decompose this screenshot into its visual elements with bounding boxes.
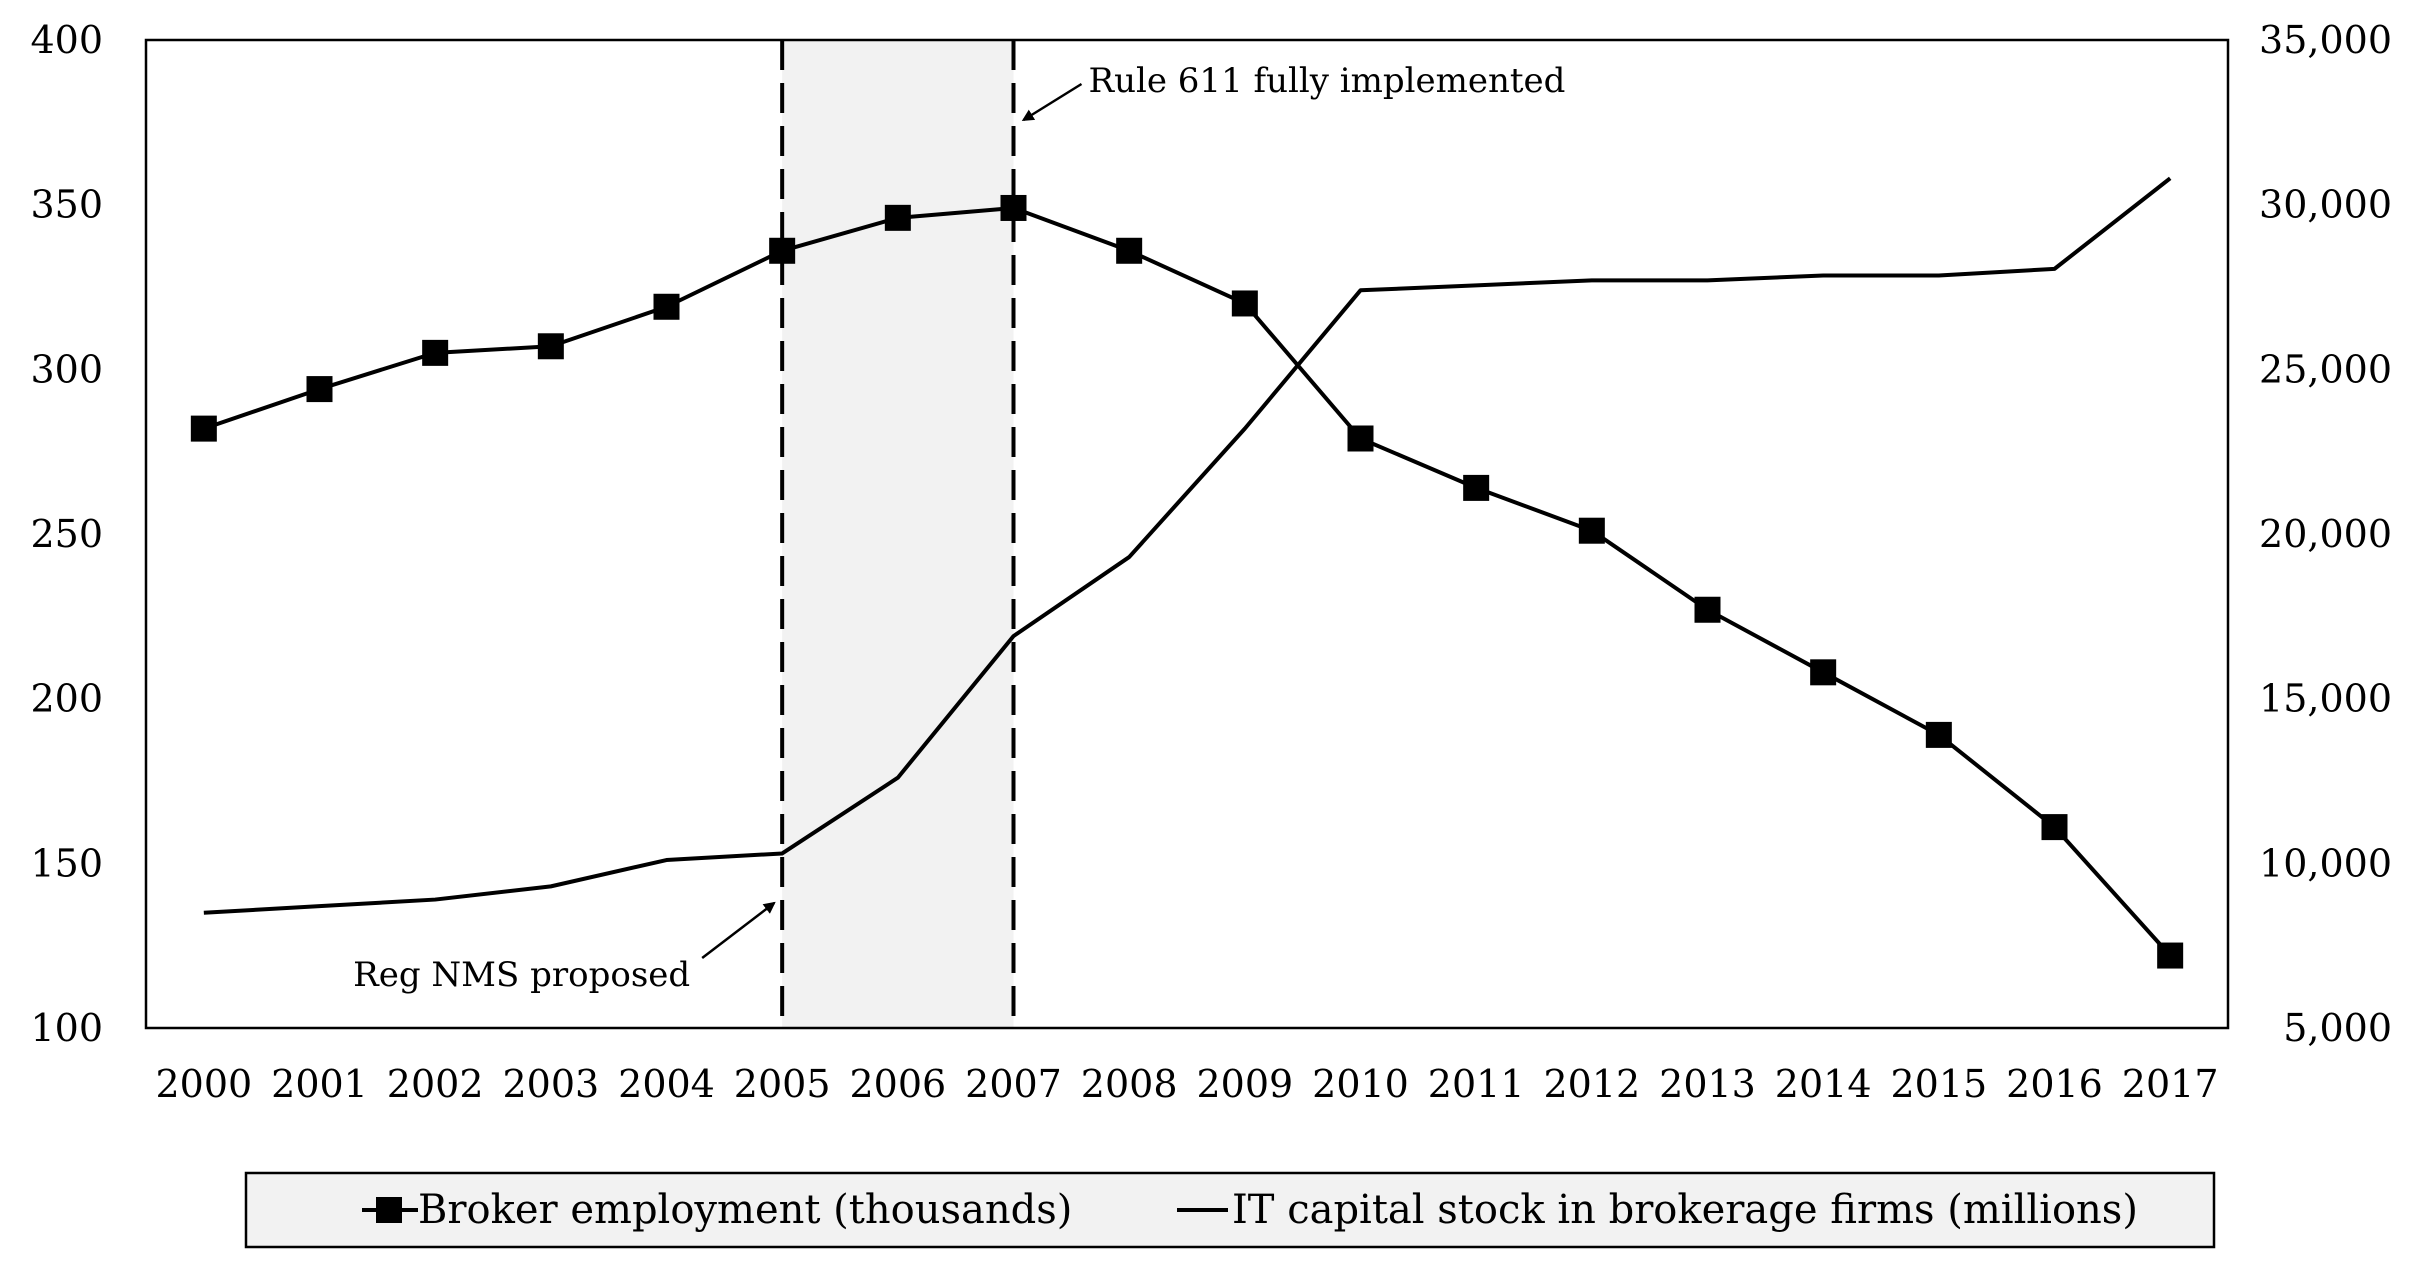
data-point-marker (422, 339, 449, 366)
annotation-arrow-rule-611 (1021, 82, 1083, 122)
left-axis: 100 150 200 250 300 350 400 (30, 18, 103, 1050)
legend-box (244, 1171, 2216, 1249)
data-point-marker (1810, 659, 1837, 686)
x-tick-label: 2000 (155, 1062, 252, 1106)
data-point-marker (884, 204, 911, 231)
x-tick-label: 2016 (2006, 1062, 2103, 1106)
x-tick-label: 2001 (271, 1062, 368, 1106)
x-tick-label: 2010 (1312, 1062, 1409, 1106)
right-tick-label: 15,000 (2259, 677, 2392, 721)
annotation-rule-611: Rule 611 fully implemented (1089, 61, 1566, 101)
annotation-arrow-reg-nms (701, 901, 776, 959)
data-point-marker (1578, 517, 1605, 544)
x-tick-label: 2011 (1428, 1062, 1525, 1106)
data-point-marker (1000, 194, 1027, 221)
right-tick-label: 5,000 (2283, 1006, 2392, 1050)
x-tick-label: 2015 (1890, 1062, 1987, 1106)
right-tick-label: 25,000 (2259, 347, 2392, 391)
x-tick-label: 2004 (618, 1062, 715, 1106)
series-line-it-capital (203, 176, 2172, 915)
x-tick-label: 2008 (1081, 1062, 1178, 1106)
data-point-marker (2157, 942, 2184, 969)
x-tick-label: 2009 (1196, 1062, 1293, 1106)
data-point-marker (653, 293, 680, 320)
right-tick-label: 35,000 (2259, 18, 2392, 62)
data-point-marker (1463, 474, 1490, 501)
series-layer (190, 176, 2184, 969)
annotations: Reg NMS proposed Rule 611 fully implement… (353, 61, 1565, 995)
annotation-reg-nms-proposed: Reg NMS proposed (353, 955, 690, 995)
left-tick-label: 250 (30, 512, 103, 556)
left-tick-label: 150 (30, 841, 103, 885)
legend-label-it-capital: IT capital stock in brokerage firms (mil… (1232, 1187, 2138, 1233)
shaded-region-layer (782, 40, 1014, 1028)
x-tick-label: 2005 (734, 1062, 831, 1106)
data-point-marker (1925, 721, 1952, 748)
legend: Broker employment (thousands) IT capital … (244, 1171, 2216, 1249)
right-tick-label: 10,000 (2259, 841, 2392, 885)
data-point-marker (306, 376, 333, 403)
x-tick-label: 2007 (965, 1062, 1062, 1106)
left-tick-label: 350 (30, 183, 103, 227)
data-point-marker (1231, 290, 1258, 317)
left-tick-label: 100 (30, 1006, 103, 1050)
legend-swatch-marker-broker (376, 1197, 402, 1223)
x-tick-label: 2006 (849, 1062, 946, 1106)
legend-label-broker-employment: Broker employment (thousands) (418, 1187, 1072, 1233)
right-axis: 5,000 10,000 15,000 20,000 25,000 30,000 35,00… (2259, 18, 2392, 1050)
shaded-region (782, 40, 1014, 1028)
left-tick-label: 300 (30, 347, 103, 391)
right-tick-label: 20,000 (2259, 512, 2392, 556)
data-point-marker (190, 415, 217, 442)
data-point-marker (1694, 596, 1721, 623)
data-point-marker (1116, 237, 1143, 264)
right-tick-label: 30,000 (2259, 183, 2392, 227)
x-tick-label: 2012 (1543, 1062, 1640, 1106)
series-line-broker-employment (203, 205, 2172, 957)
x-tick-label: 2013 (1659, 1062, 1756, 1106)
event-lines (780, 40, 1016, 1028)
plot-frame (144, 38, 2230, 1030)
data-point-marker (2041, 814, 2068, 841)
left-tick-label: 200 (30, 677, 103, 721)
x-tick-label: 2002 (387, 1062, 484, 1106)
left-tick-label: 400 (30, 18, 103, 62)
x-tick-label: 2003 (502, 1062, 599, 1106)
data-point-marker (537, 333, 564, 360)
data-point-marker (769, 237, 796, 264)
data-point-marker (1347, 425, 1374, 452)
x-tick-label: 2017 (2122, 1062, 2219, 1106)
x-tick-label: 2014 (1775, 1062, 1872, 1106)
x-axis: 2000 2001 2002 2003 2004 2005 2006 2007 2008 2009… (155, 1062, 2218, 1106)
